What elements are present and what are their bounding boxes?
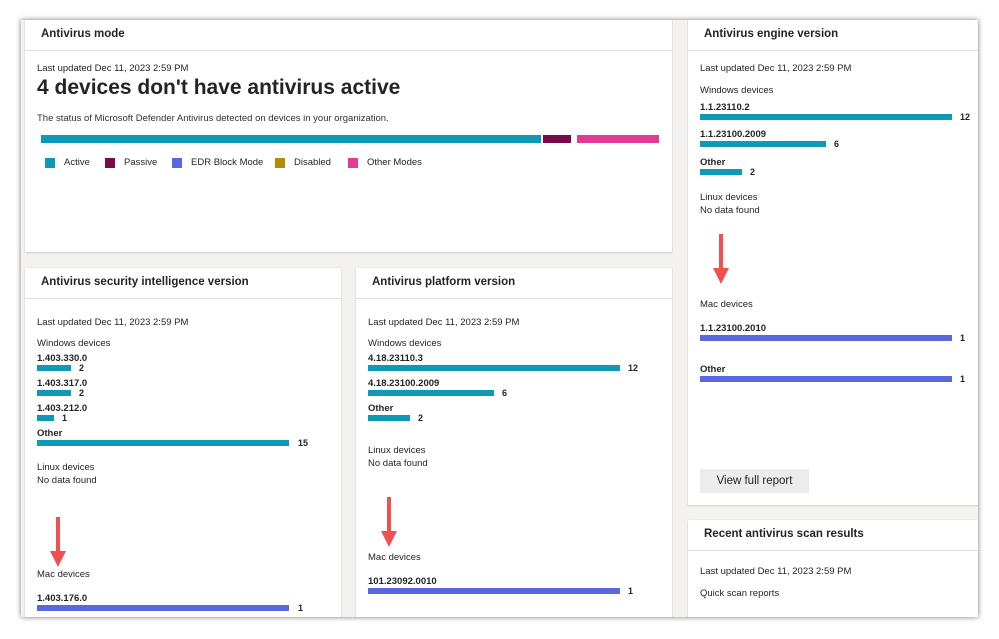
version-bar[interactable] [37, 440, 289, 446]
version-label: 1.403.330.0 [37, 353, 88, 364]
version-bar[interactable] [368, 415, 410, 421]
version-count: 2 [750, 167, 756, 177]
version-label: 4.18.23100.2009 [368, 378, 440, 389]
red-arrow-annotation [381, 497, 397, 547]
mac-devices-label: Mac devices [700, 299, 753, 310]
engine-version-card: Antivirus engine version Last updated De… [688, 20, 978, 505]
last-updated-text: Last updated Dec 11, 2023 2:59 PM [368, 317, 520, 328]
version-bar[interactable] [368, 390, 494, 396]
legend-swatch [172, 157, 182, 168]
legend-edr-block-mode[interactable]: EDR Block Mode [172, 157, 263, 168]
linux-devices-label: Linux devices [37, 462, 95, 473]
legend-label: Passive [124, 157, 158, 168]
linux-devices-label: Linux devices [368, 445, 426, 456]
version-count: 1 [960, 333, 966, 343]
version-count: 2 [79, 388, 85, 398]
version-bar[interactable] [37, 605, 289, 611]
other-modes-segment[interactable] [577, 135, 659, 143]
legend-label: Active [64, 157, 90, 168]
version-label: Other [37, 428, 63, 439]
version-label: 1.403.317.0 [37, 378, 88, 389]
version-label: 101.23092.0010 [368, 576, 437, 587]
legend-swatch [348, 157, 358, 168]
version-bar[interactable] [368, 588, 620, 594]
version-count: 1 [62, 413, 68, 423]
platform-version-card: Antivirus platform version Last updated … [356, 268, 672, 617]
legend-label: EDR Block Mode [191, 157, 264, 168]
version-bar[interactable] [700, 114, 952, 120]
mac-devices-label: Mac devices [368, 552, 421, 563]
quick-scan-reports-label: Quick scan reports [700, 588, 780, 599]
last-updated-text: Last updated Dec 11, 2023 2:59 PM [37, 63, 189, 74]
version-count: 12 [628, 363, 639, 373]
version-count: 1 [960, 374, 966, 384]
description: The status of Microsoft Defender Antivir… [37, 113, 389, 124]
passive-segment[interactable] [543, 135, 571, 143]
legend-other-modes[interactable]: Other Modes [348, 157, 422, 168]
version-count: 2 [79, 363, 85, 373]
version-bar[interactable] [37, 415, 54, 421]
version-label: Other [700, 364, 726, 375]
version-bar[interactable] [700, 376, 952, 382]
security-intelligence-title: Antivirus security intelligence version [25, 268, 341, 299]
scan-results-title: Recent antivirus scan results [688, 520, 978, 551]
version-bar[interactable] [37, 390, 71, 396]
antivirus-mode-card: Antivirus mode Last updated Dec 11, 2023… [25, 20, 672, 252]
version-label: 1.1.23100.2009 [700, 129, 767, 140]
version-count: 1 [628, 586, 634, 596]
legend-label: Disabled [294, 157, 331, 168]
linux-no-data: No data found [700, 205, 760, 216]
version-count: 6 [502, 388, 508, 398]
version-count: 12 [960, 112, 971, 122]
red-arrow-annotation [713, 234, 729, 284]
version-bar[interactable] [37, 365, 71, 371]
platform-version-title: Antivirus platform version [356, 268, 672, 299]
active-segment[interactable] [41, 135, 541, 143]
mode-stacked-bar [41, 135, 659, 143]
version-count: 6 [834, 139, 840, 149]
legend-label: Other Modes [367, 157, 422, 168]
legend-active[interactable]: Active [45, 157, 90, 168]
mac-devices-label: Mac devices [37, 569, 90, 580]
linux-no-data: No data found [368, 458, 428, 469]
version-count: 1 [298, 603, 304, 613]
version-count: 2 [418, 413, 424, 423]
linux-no-data: No data found [37, 475, 97, 486]
windows-devices-label: Windows devices [368, 338, 442, 349]
version-bar[interactable] [700, 335, 952, 341]
version-label: 1.1.23110.2 [700, 102, 750, 113]
scan-results-card: Recent antivirus scan results Last updat… [688, 520, 978, 617]
engine-version-title: Antivirus engine version [688, 20, 978, 51]
version-label: Other [368, 403, 394, 414]
windows-devices-label: Windows devices [37, 338, 111, 349]
legend-swatch [275, 157, 285, 168]
last-updated-text: Last updated Dec 11, 2023 2:59 PM [700, 566, 852, 577]
red-arrow-annotation [50, 517, 66, 567]
view-full-report-button[interactable]: View full report [700, 469, 809, 493]
version-bar[interactable] [368, 365, 620, 371]
legend-swatch [105, 157, 115, 168]
version-bar[interactable] [700, 169, 742, 175]
version-label: 4.18.23110.3 [368, 353, 423, 364]
version-label: 1.1.23100.2010 [700, 323, 767, 334]
linux-devices-label: Linux devices [700, 192, 758, 203]
headline: 4 devices don't have antivirus active [37, 76, 401, 99]
last-updated-text: Last updated Dec 11, 2023 2:59 PM [700, 63, 852, 74]
legend-passive[interactable]: Passive [105, 157, 157, 168]
version-label: 1.403.176.0 [37, 593, 88, 604]
legend-disabled[interactable]: Disabled [275, 157, 331, 168]
last-updated-text: Last updated Dec 11, 2023 2:59 PM [37, 317, 189, 328]
legend-swatch [45, 157, 55, 168]
security-intelligence-card: Antivirus security intelligence version … [25, 268, 341, 617]
version-count: 15 [298, 438, 309, 448]
windows-devices-label: Windows devices [700, 85, 774, 96]
version-bar[interactable] [700, 141, 826, 147]
version-label: 1.403.212.0 [37, 403, 88, 414]
dashboard-frame: Antivirus mode Last updated Dec 11, 2023… [21, 20, 978, 617]
antivirus-mode-title: Antivirus mode [25, 20, 672, 51]
version-label: Other [700, 157, 726, 168]
